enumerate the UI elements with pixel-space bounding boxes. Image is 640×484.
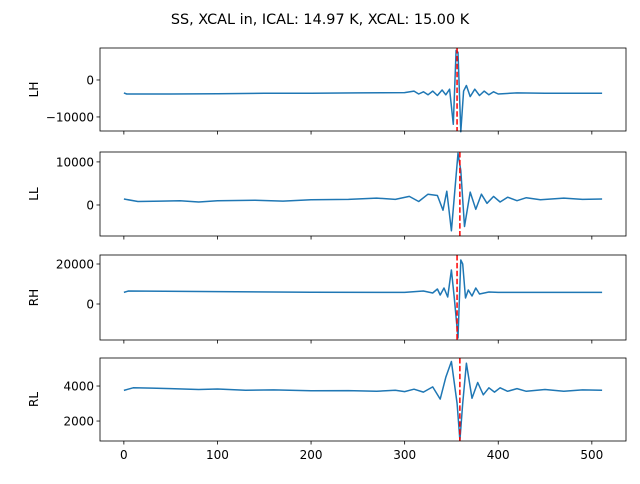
series-line-rl <box>123 360 603 442</box>
subplot-rh: 20000 0 RH <box>27 254 627 344</box>
subplot-lh: 0 −10000 LH <box>27 47 627 135</box>
series-line-ll <box>123 152 603 232</box>
x-tick-label: 200 <box>300 448 323 462</box>
axes-frame <box>99 357 627 442</box>
subplot-rl: 4000 2000 RL 0 100 200 300 400 500 <box>27 357 627 462</box>
y-tick-label: 2000 <box>63 415 94 429</box>
series-line-rh <box>123 259 603 339</box>
y-axis-label: LH <box>27 82 41 98</box>
y-tick-label: −10000 <box>46 110 94 124</box>
series-line-lh <box>123 49 603 133</box>
subplot-ll: 10000 0 LL <box>27 151 627 240</box>
y-axis-label: RH <box>27 289 41 306</box>
axes-frame <box>99 151 627 237</box>
y-axis-label: LL <box>27 187 41 201</box>
axes-frame <box>99 47 627 132</box>
axes-frame <box>99 254 627 341</box>
y-tick-label: 4000 <box>63 380 94 394</box>
y-tick-label: 10000 <box>56 155 94 169</box>
y-axis-label: RL <box>27 392 41 407</box>
x-tick-label: 100 <box>206 448 229 462</box>
y-tick-label: 0 <box>86 298 94 312</box>
x-tick-label: 500 <box>580 448 603 462</box>
y-tick-label: 0 <box>86 73 94 87</box>
x-tick-label: 0 <box>120 448 128 462</box>
y-tick-label: 20000 <box>56 258 94 272</box>
y-tick-label: 0 <box>86 198 94 212</box>
chart-title: SS, XCAL in, ICAL: 14.97 K, XCAL: 15.00 … <box>171 12 470 28</box>
x-tick-label: 400 <box>487 448 510 462</box>
x-tick-label: 300 <box>393 448 416 462</box>
